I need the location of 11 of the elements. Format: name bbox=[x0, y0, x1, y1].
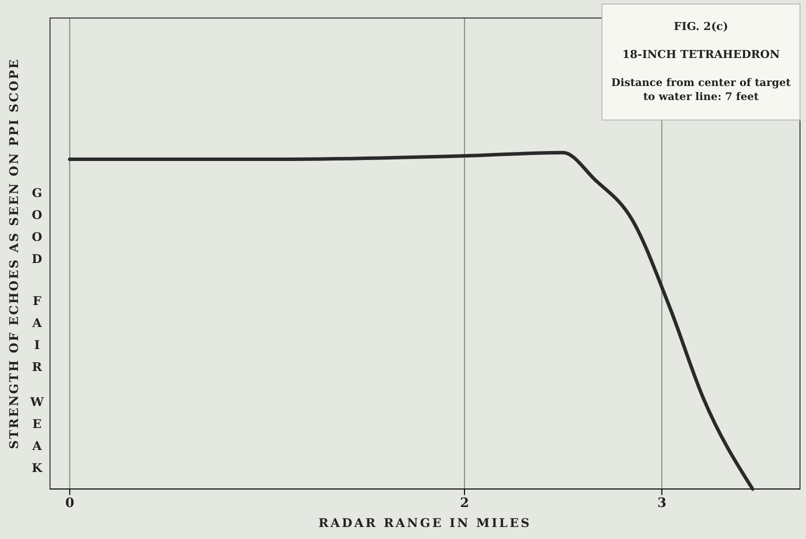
chart-subtitle: 18-INCH TETRAHEDRON bbox=[622, 48, 780, 61]
text: GOOD bbox=[30, 186, 44, 274]
x-tick-label: 2 bbox=[460, 496, 469, 512]
y-axis-title: STRENGTH OF ECHOES AS SEEN ON PPI SCOPE bbox=[7, 58, 21, 450]
x-axis-title: RADAR RANGE IN MILES bbox=[318, 516, 532, 530]
text: WEAK bbox=[30, 394, 45, 483]
caption-card: FIG. 2(c) 18-INCH TETRAHEDRON Distance from center of target to water line: 7 feet bbox=[602, 4, 800, 120]
x-tick-label: 3 bbox=[657, 496, 666, 512]
chart-title: FIG. 2(c) bbox=[674, 20, 728, 33]
x-tick-label: 0 bbox=[65, 496, 74, 512]
text: FAIR bbox=[30, 294, 44, 382]
